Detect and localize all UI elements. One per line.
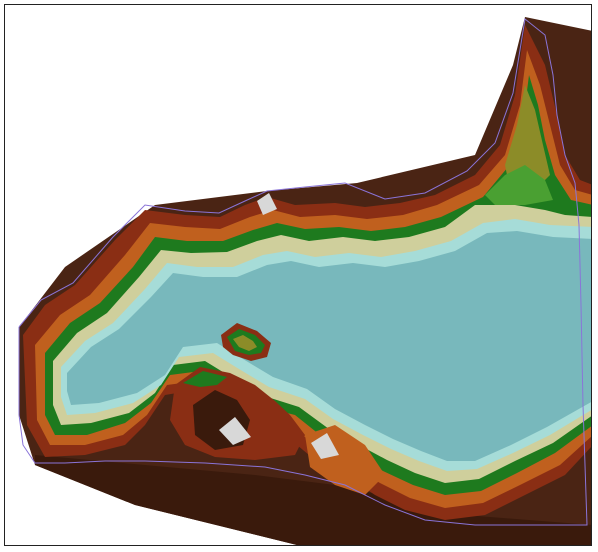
alpine-patch	[505, 85, 550, 190]
peak-highlight	[257, 193, 277, 215]
peak-highlight	[311, 433, 339, 459]
island-shore	[233, 335, 257, 351]
lake-water	[67, 231, 591, 461]
south-peninsula-green	[183, 371, 227, 387]
basin-boundary	[18, 18, 588, 526]
meadow-patch	[485, 165, 553, 205]
peak-highlight	[219, 417, 251, 445]
map-frame	[4, 4, 592, 546]
terrain-map	[18, 17, 591, 545]
